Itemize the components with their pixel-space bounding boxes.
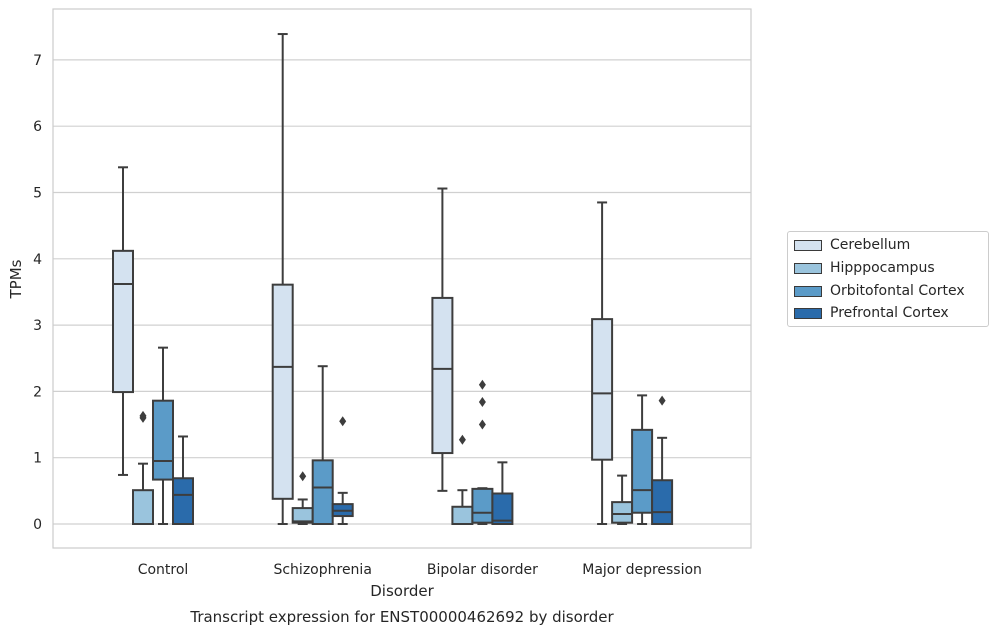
box-iqr	[471, 487, 494, 524]
box-1-1	[291, 471, 314, 525]
plot-frame	[52, 8, 752, 549]
box-0-1	[132, 410, 154, 526]
box-3-1	[611, 474, 634, 525]
outlier-point	[478, 419, 486, 430]
box-iqr	[132, 489, 154, 526]
legend-swatch	[794, 239, 822, 251]
box-iqr	[491, 492, 514, 526]
legend-item-cerebellum: Cerebellum	[794, 235, 910, 255]
legend-item-orbitofrontal-cortex: Orbitofontal Cortex	[794, 281, 965, 301]
legend-label: Hipppocampus	[830, 260, 935, 276]
legend-swatch	[794, 262, 822, 274]
chart-title: Transcript expression for ENST0000046269…	[189, 608, 614, 626]
x-tick-label: Bipolar disorder	[427, 562, 538, 578]
box-2-2	[471, 379, 494, 525]
box-iqr	[271, 283, 294, 500]
boxes	[112, 33, 674, 526]
box-iqr	[451, 505, 474, 525]
outlier-point	[478, 379, 486, 390]
legend-item-hippocampus: Hipppocampus	[794, 258, 935, 278]
y-tick-label: 0	[33, 517, 42, 533]
box-2-0	[431, 187, 454, 492]
x-tick-label: Major depression	[582, 562, 702, 578]
box-iqr	[112, 249, 134, 394]
box-2-1	[451, 434, 474, 525]
box-iqr	[431, 296, 454, 455]
box-3-0	[591, 201, 614, 525]
box-iqr	[631, 428, 654, 514]
box-iqr	[651, 479, 674, 526]
y-tick-label: 7	[33, 53, 42, 69]
x-tick-label: Control	[138, 562, 189, 578]
box-iqr	[591, 318, 614, 461]
y-tick-labels: 0 1 2 3 4 5 6 7	[33, 53, 42, 533]
box-iqr	[311, 459, 334, 525]
box-3-3	[651, 395, 674, 526]
box-1-3	[331, 416, 354, 525]
legend: Cerebellum Hipppocampus Orbitofontal Cor…	[787, 231, 989, 327]
legend-swatch	[794, 307, 822, 319]
outlier-point	[339, 416, 347, 427]
y-axis-title: TPMs	[7, 259, 25, 299]
x-tick-labels: Control Schizophrenia Bipolar disorder Majo…	[138, 562, 702, 578]
y-tick-label: 2	[33, 384, 42, 400]
y-tick-label: 1	[33, 451, 42, 467]
outlier-point	[658, 395, 666, 406]
legend-item-prefrontal-cortex: Prefrontal Cortex	[794, 303, 949, 323]
outlier-point	[458, 434, 466, 445]
box-iqr	[611, 501, 634, 524]
box-3-2	[631, 394, 654, 525]
legend-label: Prefrontal Cortex	[830, 305, 949, 321]
y-tick-label: 6	[33, 119, 42, 135]
x-tick-label: Schizophrenia	[273, 562, 371, 578]
y-tick-label: 4	[33, 252, 42, 268]
box-0-3	[172, 435, 194, 525]
box-1-2	[311, 365, 334, 525]
box-1-0	[271, 33, 294, 525]
legend-label: Cerebellum	[830, 237, 911, 253]
y-tick-label: 5	[33, 186, 42, 202]
box-2-3	[491, 461, 514, 526]
outlier-point	[478, 397, 486, 408]
box-iqr	[152, 399, 174, 481]
outlier-point	[139, 410, 147, 421]
x-axis-title: Disorder	[370, 582, 434, 600]
box-iqr	[172, 477, 194, 525]
box-0-0	[112, 166, 134, 476]
y-tick-label: 3	[33, 318, 42, 334]
legend-label: Orbitofontal Cortex	[830, 283, 965, 299]
box-0-2	[152, 346, 174, 525]
outlier-point	[299, 471, 307, 482]
legend-swatch	[794, 285, 822, 297]
